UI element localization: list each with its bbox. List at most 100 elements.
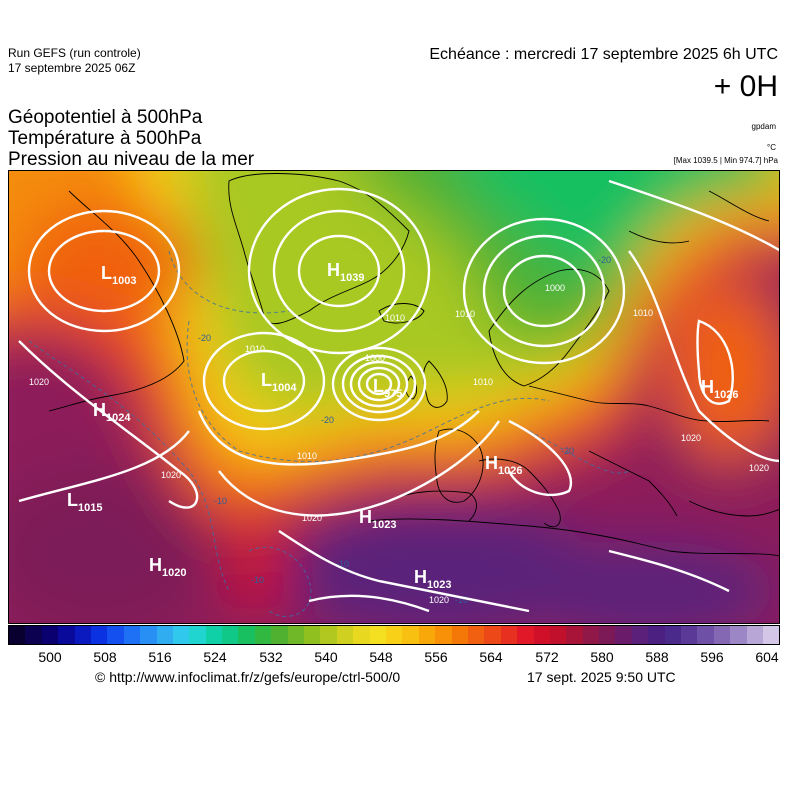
unit-geopotential: gpdam — [751, 122, 776, 131]
svg-text:1010: 1010 — [455, 309, 475, 319]
colorbar-swatch — [697, 626, 714, 644]
colorbar-swatch — [517, 626, 534, 644]
coastlines — [48, 173, 779, 557]
colorbar-swatch — [58, 626, 75, 644]
title-pressure: Pression au niveau de la mer — [8, 149, 255, 170]
colorbar-tick-label: 556 — [424, 649, 448, 665]
run-name: Run GEFS (run controle) — [8, 46, 141, 60]
svg-text:-10: -10 — [214, 496, 227, 506]
svg-text:-20: -20 — [198, 333, 211, 343]
colorbar-swatch — [172, 626, 190, 644]
colorbar-tick-label: 516 — [148, 649, 172, 665]
colorbar-swatch — [648, 626, 665, 644]
colorbar-swatch — [762, 626, 780, 644]
colorbar-swatch — [74, 626, 91, 644]
title-temperature: Température à 500hPa — [8, 128, 202, 149]
svg-text:1010: 1010 — [297, 451, 317, 461]
colorbar-tick-label: 572 — [535, 649, 559, 665]
colorbar-swatch — [451, 626, 468, 644]
run-date: 17 septembre 2025 06Z — [8, 61, 136, 75]
colorbar-swatch — [615, 626, 632, 644]
colorbar-swatch — [41, 626, 59, 644]
colorbar-tick-label: 540 — [314, 649, 338, 665]
svg-text:1010: 1010 — [633, 308, 653, 318]
colorbar-swatch — [369, 626, 386, 644]
colorbar-tick-label: 524 — [203, 649, 227, 665]
pressure-max-min: [Max 1039.5 | Min 974.7] hPa — [673, 156, 778, 165]
title-geopotential: Géopotentiel à 500hPa — [8, 107, 203, 128]
colorbar-swatch — [156, 626, 173, 644]
colorbar-swatch — [287, 626, 305, 644]
colorbar-swatch — [402, 626, 419, 644]
colorbar-swatch — [140, 626, 157, 644]
colorbar-tick-label: 564 — [479, 649, 503, 665]
colorbar-swatch — [107, 626, 124, 644]
colorbar-swatch — [9, 626, 26, 644]
colorbar-swatch — [746, 626, 763, 644]
svg-text:1010: 1010 — [245, 344, 265, 354]
colorbar-swatch — [681, 626, 698, 644]
colorbar-swatch — [189, 626, 206, 644]
unit-temperature: °C — [767, 143, 776, 152]
temperature-contours: -20 -20 -20 -20 -10 -10 -10 -10 — [28, 250, 630, 617]
colorbar-swatch — [254, 626, 272, 644]
colorbar-swatch — [205, 626, 223, 644]
svg-text:-20: -20 — [321, 415, 334, 425]
colorbar-swatch — [90, 626, 108, 644]
colorbar-swatch — [271, 626, 288, 644]
forecast-offset: + 0H — [713, 70, 778, 103]
weather-map[interactable]: -20 -20 -20 -20 -10 -10 -10 -10 — [8, 170, 780, 624]
colorbar-swatch — [533, 626, 550, 644]
colorbar-swatch — [582, 626, 600, 644]
svg-text:-10: -10 — [251, 575, 264, 585]
colorbar-swatch — [336, 626, 354, 644]
colorbar-tick-label: 500 — [38, 649, 62, 665]
svg-text:1020: 1020 — [429, 595, 449, 605]
colorbar-ticks: 500 508 516 524 532 540 548 556 564 572 580 588 596 6… — [8, 649, 780, 667]
colorbar-tick-label: 604 — [755, 649, 779, 665]
colorbar-swatch — [238, 626, 255, 644]
svg-text:1020: 1020 — [302, 513, 322, 523]
svg-text:-20: -20 — [561, 446, 574, 456]
colorbar-tick-label: 596 — [700, 649, 724, 665]
colorbar-swatch — [500, 626, 518, 644]
svg-text:1020: 1020 — [681, 433, 701, 443]
colorbar-tick-label: 588 — [645, 649, 669, 665]
colorbar-swatch — [222, 626, 239, 644]
svg-text:1020: 1020 — [29, 377, 49, 387]
colorbar-swatch — [353, 626, 370, 644]
colorbar-swatch — [123, 626, 141, 644]
forecast-valid-time: Echéance : mercredi 17 septembre 2025 6h… — [429, 46, 778, 63]
svg-text:1000: 1000 — [545, 283, 565, 293]
colorbar-tick-label: 548 — [369, 649, 393, 665]
colorbar-swatch — [566, 626, 583, 644]
issued-time: 17 sept. 2025 9:50 UTC — [527, 669, 676, 685]
colorbar-swatch — [304, 626, 321, 644]
svg-text:1020: 1020 — [749, 463, 769, 473]
svg-text:-10: -10 — [455, 595, 468, 605]
colorbar-swatch — [713, 626, 731, 644]
colorbar — [8, 625, 780, 645]
source-url[interactable]: © http://www.infoclimat.fr/z/gefs/europe… — [95, 669, 401, 685]
colorbar-swatch — [664, 626, 682, 644]
svg-text:1020: 1020 — [161, 470, 181, 480]
svg-text:1000: 1000 — [365, 353, 385, 363]
isobars: 1010 1000 1010 1020 1020 1010 1010 1020 … — [18, 179, 779, 613]
svg-text:-10: -10 — [336, 559, 349, 569]
colorbar-swatch — [25, 626, 42, 644]
colorbar-swatch — [484, 626, 501, 644]
svg-text:1010: 1010 — [473, 377, 493, 387]
colorbar-swatch — [467, 626, 485, 644]
colorbar-swatch — [549, 626, 567, 644]
colorbar-swatch — [385, 626, 403, 644]
colorbar-tick-label: 508 — [93, 649, 117, 665]
svg-text:-20: -20 — [598, 255, 611, 265]
colorbar-swatch — [599, 626, 616, 644]
colorbar-tick-label: 580 — [590, 649, 614, 665]
colorbar-swatch — [418, 626, 436, 644]
colorbar-tick-label: 532 — [259, 649, 283, 665]
colorbar-swatch — [730, 626, 747, 644]
colorbar-swatch — [320, 626, 337, 644]
svg-text:1010: 1010 — [385, 313, 405, 323]
colorbar-swatch — [435, 626, 452, 644]
